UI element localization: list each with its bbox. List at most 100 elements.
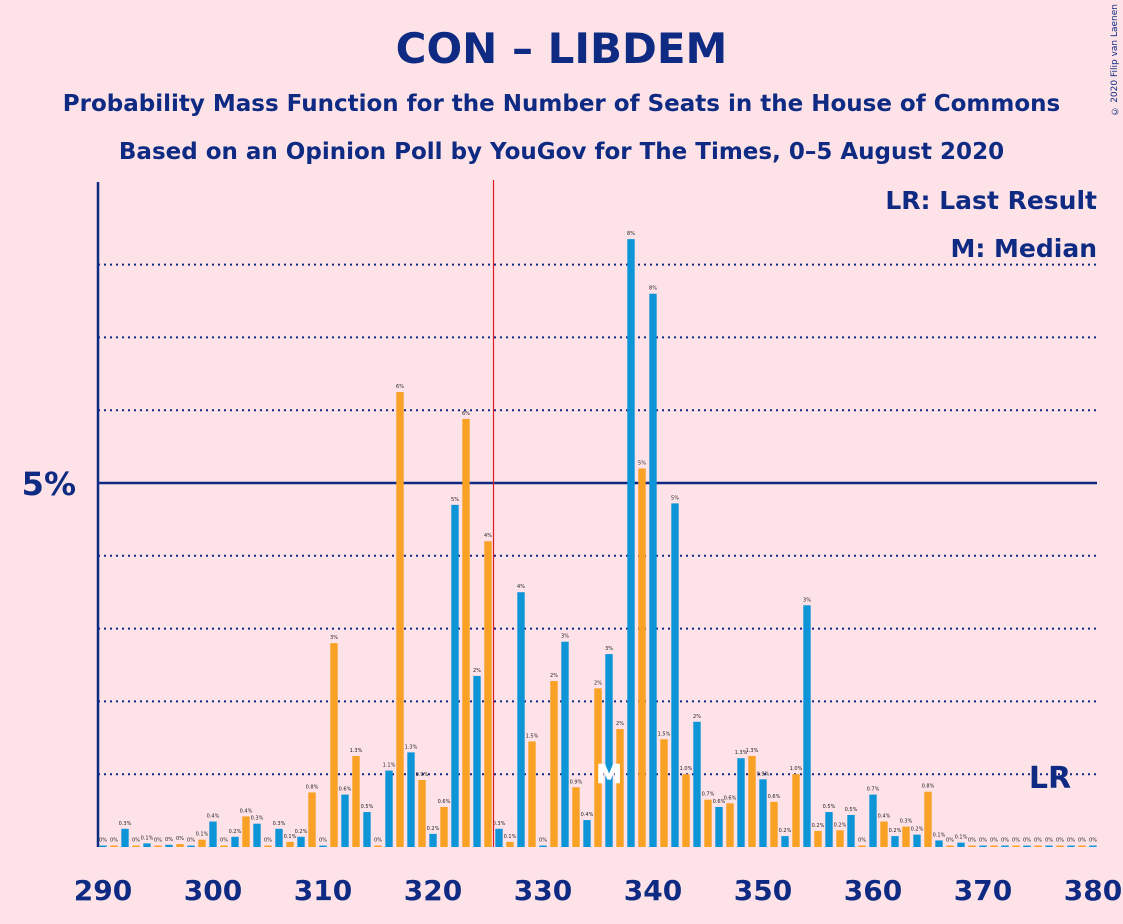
bar-seats-297	[176, 844, 184, 847]
bar-seats-370	[979, 845, 987, 847]
y-tick-label: 5%	[22, 465, 76, 503]
bar-data-label: 0%	[187, 838, 195, 844]
bar-data-label: 6%	[462, 411, 470, 417]
bar-seats-310	[319, 845, 327, 847]
bar-data-label: 0.3%	[900, 819, 913, 825]
overlays: M LR	[492, 180, 1071, 847]
bar-data-label: 0.2%	[427, 826, 440, 832]
bar-data-label: 0%	[264, 838, 272, 844]
bar-seats-343	[682, 774, 690, 847]
bar-data-label: 0%	[176, 836, 184, 842]
bar-data-label: 0.1%	[504, 834, 517, 840]
bar-seats-353	[792, 774, 800, 847]
bar-seats-369	[968, 845, 976, 847]
bar-seats-321	[440, 806, 448, 847]
bar-seats-360	[869, 794, 877, 847]
bar-data-label: 1.0%	[790, 766, 803, 772]
bar-seats-363	[902, 826, 910, 847]
bar-data-label: 4%	[517, 584, 525, 590]
bar-data-label: 0%	[220, 838, 228, 844]
bar-data-label: 0%	[132, 838, 140, 844]
bar-data-label: 2%	[616, 721, 624, 727]
bar-data-label: 2%	[473, 668, 481, 674]
bar-seats-376	[1045, 845, 1053, 847]
bar-seats-325	[484, 541, 492, 847]
bar-data-label: 0.2%	[889, 828, 902, 834]
bar-seats-330	[539, 845, 547, 847]
bar-data-label: 0.1%	[196, 832, 209, 838]
x-tick-label: 290	[74, 874, 132, 907]
bar-data-label: 6%	[396, 384, 404, 390]
bar-seats-319	[418, 780, 426, 847]
bar-data-label: 0.2%	[911, 827, 924, 833]
bar-data-label: 0%	[154, 838, 162, 844]
bar-data-label: 2%	[693, 714, 701, 720]
bar-data-label: 0.4%	[240, 808, 253, 814]
bar-seats-356	[825, 812, 833, 847]
bar-data-label: 0%	[110, 838, 118, 844]
bar-seats-318	[407, 752, 415, 847]
median-marker: M	[596, 760, 622, 790]
bar-data-label: 1.5%	[526, 733, 539, 739]
chart-source: Based on an Opinion Poll by YouGov for T…	[118, 139, 1005, 165]
bar-data-label: 0.1%	[284, 834, 297, 840]
bar-seats-361	[880, 821, 888, 847]
x-tick-label: 320	[404, 874, 462, 907]
bar-data-label: 0.3%	[493, 821, 506, 827]
bar-data-label: 0.8%	[922, 784, 935, 790]
bar-seats-326	[495, 828, 503, 847]
bar-seats-354	[803, 605, 811, 847]
bar-data-label: 4%	[484, 533, 492, 539]
bar-data-label: 0%	[1045, 838, 1053, 844]
bar-data-label: 0.5%	[361, 804, 374, 810]
bar-data-label: 0%	[946, 838, 954, 844]
bar-seats-302	[231, 836, 239, 847]
bar-seats-327	[506, 841, 514, 847]
bar-data-label: 0%	[1012, 838, 1020, 844]
bar-data-label: 0.5%	[845, 807, 858, 813]
bar-data-label: 0.1%	[955, 835, 968, 841]
bar-data-label: 0%	[979, 838, 987, 844]
bar-seats-342	[671, 503, 679, 847]
bar-seats-322	[451, 504, 459, 847]
bar-seats-295	[154, 845, 162, 847]
bar-data-label: 5%	[451, 497, 459, 503]
bar-seats-349	[748, 756, 756, 847]
bar-seats-377	[1056, 845, 1064, 847]
bar-seats-341	[660, 739, 668, 847]
bar-seats-348	[737, 758, 745, 847]
bar-data-label: 8%	[649, 286, 657, 292]
bar-data-label: 0.1%	[141, 835, 154, 841]
bar-seats-304	[253, 823, 261, 847]
bar-data-label: 0%	[1001, 838, 1009, 844]
bar-seats-362	[891, 836, 899, 847]
bar-data-label: 0%	[99, 838, 107, 844]
bars: 0% 0%0.3%0% 0.1% 0% 0% 0% 0%0.1%0.4%0%0.2%0.4%…	[99, 231, 1097, 848]
bar-data-label: 0.6%	[724, 795, 737, 801]
bar-seats-366	[935, 840, 943, 847]
bar-data-label: 2%	[550, 673, 558, 679]
bar-seats-364	[913, 834, 921, 847]
bar-seats-338	[627, 239, 635, 847]
bar-seats-373	[1012, 845, 1020, 847]
bar-seats-296	[165, 844, 173, 847]
bar-data-label: 0.2%	[779, 828, 792, 834]
bar-data-label: 0.6%	[768, 794, 781, 800]
bar-seats-347	[726, 803, 734, 847]
bar-seats-291	[110, 845, 118, 847]
bar-seats-298	[187, 845, 195, 847]
bar-data-label: 0%	[539, 838, 547, 844]
bar-seats-311	[330, 643, 338, 847]
bar-seats-333	[572, 787, 580, 847]
bar-seats-372	[1001, 845, 1009, 847]
legend-median: M: Median	[950, 234, 1097, 263]
bar-seats-359	[858, 845, 866, 847]
bar-seats-367	[946, 845, 954, 847]
bar-data-label: 0.3%	[251, 816, 264, 822]
bar-seats-335	[594, 688, 602, 847]
bar-data-label: 3%	[803, 597, 811, 603]
bar-data-label: 5%	[638, 460, 646, 466]
bar-data-label: 0%	[1034, 838, 1042, 844]
bar-seats-317	[396, 392, 404, 847]
bar-seats-301	[220, 845, 228, 847]
